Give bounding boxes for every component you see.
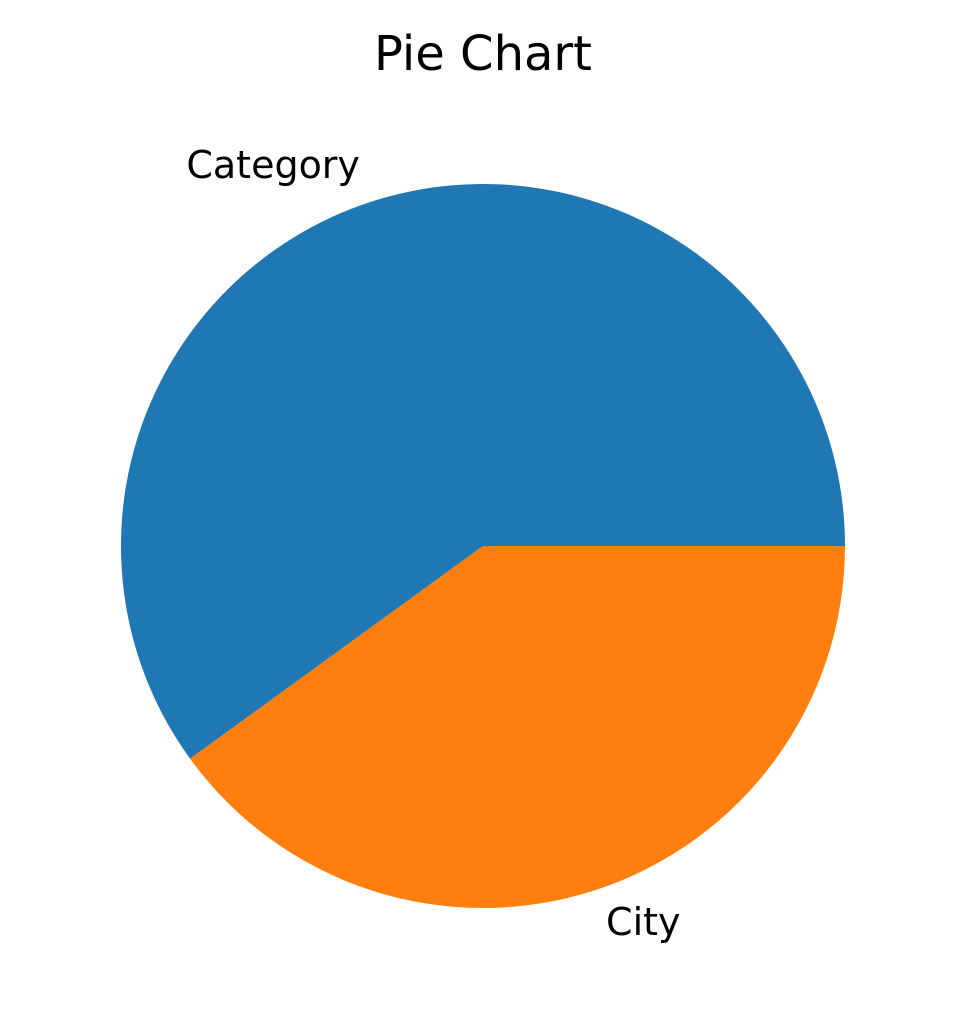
chart-title: Pie Chart	[374, 26, 592, 82]
pie-slice-category	[121, 184, 845, 759]
pie-label-city: City	[606, 900, 680, 944]
pie-label-category: Category	[186, 143, 360, 187]
pie-slice-city	[190, 546, 845, 909]
pie-slices	[121, 184, 845, 909]
pie-labels: Category City	[186, 143, 680, 944]
